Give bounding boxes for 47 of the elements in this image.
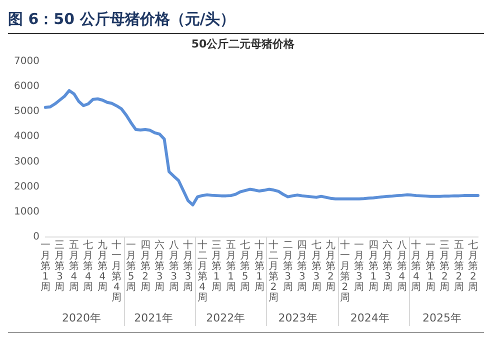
text: 2020年 xyxy=(62,311,101,324)
x-tick-label: 九月第2周 xyxy=(326,238,336,293)
x-tick-label: 七月第4周 xyxy=(83,238,94,293)
x-tick-label: 十月第1周 xyxy=(254,238,264,293)
x-tick-label: 四月第1周 xyxy=(368,240,378,293)
x-tick-label: 三月第2周 xyxy=(440,240,450,293)
chart-subtitle: 50公斤二元母猪价格 xyxy=(191,37,296,50)
x-tick-label: 一月第1周 xyxy=(40,240,50,293)
y-tick-label: 4000 xyxy=(14,131,40,142)
x-tick-label: 四月第2周 xyxy=(140,240,150,293)
text: 2025年 xyxy=(422,311,462,324)
x-tick-label: 七月第3周 xyxy=(311,238,322,293)
x-tick-label: 四月第3周 xyxy=(297,240,308,293)
x-tick-label: 六月第3周 xyxy=(154,238,165,293)
x-tick-label: 十二月第4周 xyxy=(197,238,208,304)
y-tick-label: 2000 xyxy=(14,181,40,192)
x-tick-label: 十二月第2周 xyxy=(268,238,279,304)
text: 2023年 xyxy=(278,311,318,324)
x-tick-label: 十月第3周 xyxy=(183,238,194,293)
x-tick-label: 三月第1周 xyxy=(212,240,222,293)
y-tick-label: 6000 xyxy=(14,80,40,92)
x-tick-label: 七月第5周 xyxy=(240,238,250,293)
x-tick-label: 九月第4周 xyxy=(97,238,108,293)
x-tick-label: 十一月第4周 xyxy=(112,238,122,304)
text: 2022年 xyxy=(206,311,246,324)
y-tick-label: 5000 xyxy=(14,106,40,118)
x-tick-label: 七月第2周 xyxy=(468,238,478,293)
x-tick-label: 二月第3周 xyxy=(282,240,293,293)
x-tick-label: 五月第1周 xyxy=(226,240,236,293)
x-tick-label: 一月第5周 xyxy=(126,240,136,293)
x-tick-label: 十一月第2周 xyxy=(340,238,350,304)
x-tick-label: 六月第3周 xyxy=(382,238,393,293)
x-tick-label: 一月第3周 xyxy=(354,240,364,293)
chart-title: 图 6：50 公斤母猪价格（元/头） xyxy=(8,8,484,34)
x-tick-label: 十月第4周 xyxy=(411,238,422,293)
x-tick-label: 一月第1周 xyxy=(425,240,436,293)
x-tick-label: 五月第4周 xyxy=(68,240,79,293)
y-tick-label: 1000 xyxy=(14,206,40,218)
x-tick-label: 三月第3周 xyxy=(54,240,65,293)
text: 2024年 xyxy=(350,311,390,324)
x-tick-label: 八月第4周 xyxy=(396,240,407,293)
x-tick-label: 五月第2周 xyxy=(454,240,464,293)
y-tick-label: 0 xyxy=(33,232,40,243)
y-tick-label: 7000 xyxy=(14,56,40,67)
y-tick-label: 3000 xyxy=(14,156,40,168)
text: 2021年 xyxy=(134,311,174,324)
x-tick-label: 八月第3周 xyxy=(168,240,179,293)
